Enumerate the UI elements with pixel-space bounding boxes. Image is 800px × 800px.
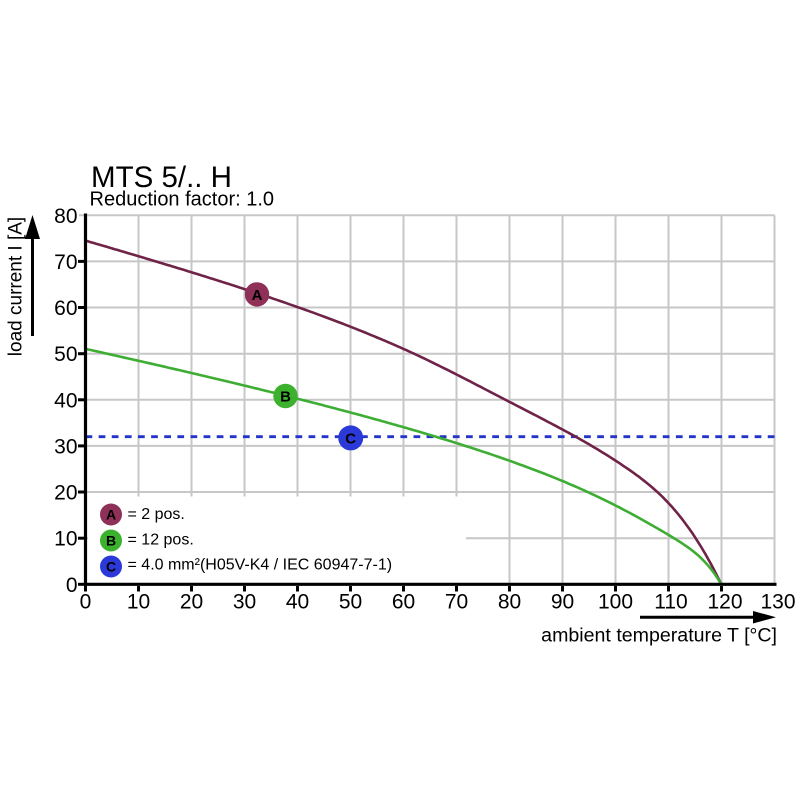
svg-text:30: 30 xyxy=(54,435,77,458)
svg-text:10: 10 xyxy=(54,528,77,551)
svg-text:40: 40 xyxy=(286,591,309,614)
svg-text:50: 50 xyxy=(54,343,77,366)
svg-text:20: 20 xyxy=(54,482,77,505)
svg-text:60: 60 xyxy=(54,297,77,320)
svg-text:MTS 5/.. H: MTS 5/.. H xyxy=(91,161,232,194)
svg-text:60: 60 xyxy=(392,591,415,614)
svg-text:Reduction factor: 1.0: Reduction factor: 1.0 xyxy=(90,189,275,211)
svg-text:C: C xyxy=(345,430,356,447)
svg-text:20: 20 xyxy=(180,591,203,614)
svg-text:30: 30 xyxy=(233,591,256,614)
svg-text:10: 10 xyxy=(127,591,150,614)
svg-text:B: B xyxy=(106,533,116,549)
svg-text:70: 70 xyxy=(445,591,468,614)
svg-text:130: 130 xyxy=(760,591,795,614)
svg-text:90: 90 xyxy=(551,591,574,614)
svg-text:A: A xyxy=(252,287,263,304)
svg-text:80: 80 xyxy=(498,591,521,614)
svg-text:50: 50 xyxy=(339,591,362,614)
svg-text:0: 0 xyxy=(80,591,92,614)
svg-text:B: B xyxy=(280,388,291,405)
svg-text:C: C xyxy=(106,559,116,575)
svg-text:40: 40 xyxy=(54,389,77,412)
svg-text:100: 100 xyxy=(598,591,633,614)
svg-text:A: A xyxy=(106,507,116,523)
svg-text:80: 80 xyxy=(54,205,77,228)
svg-text:120: 120 xyxy=(707,591,742,614)
svg-text:= 4.0 mm²(H05V-K4 / IEC 60947-: = 4.0 mm²(H05V-K4 / IEC 60947-7-1) xyxy=(128,557,393,574)
svg-text:= 2 pos.: = 2 pos. xyxy=(128,506,185,523)
svg-text:load current I [A]: load current I [A] xyxy=(5,217,26,356)
svg-text:0: 0 xyxy=(66,574,78,597)
svg-text:ambient temperature T [°C]: ambient temperature T [°C] xyxy=(541,624,777,646)
svg-text:= 12 pos.: = 12 pos. xyxy=(128,531,194,548)
svg-text:110: 110 xyxy=(654,591,687,614)
svg-text:70: 70 xyxy=(54,251,77,274)
